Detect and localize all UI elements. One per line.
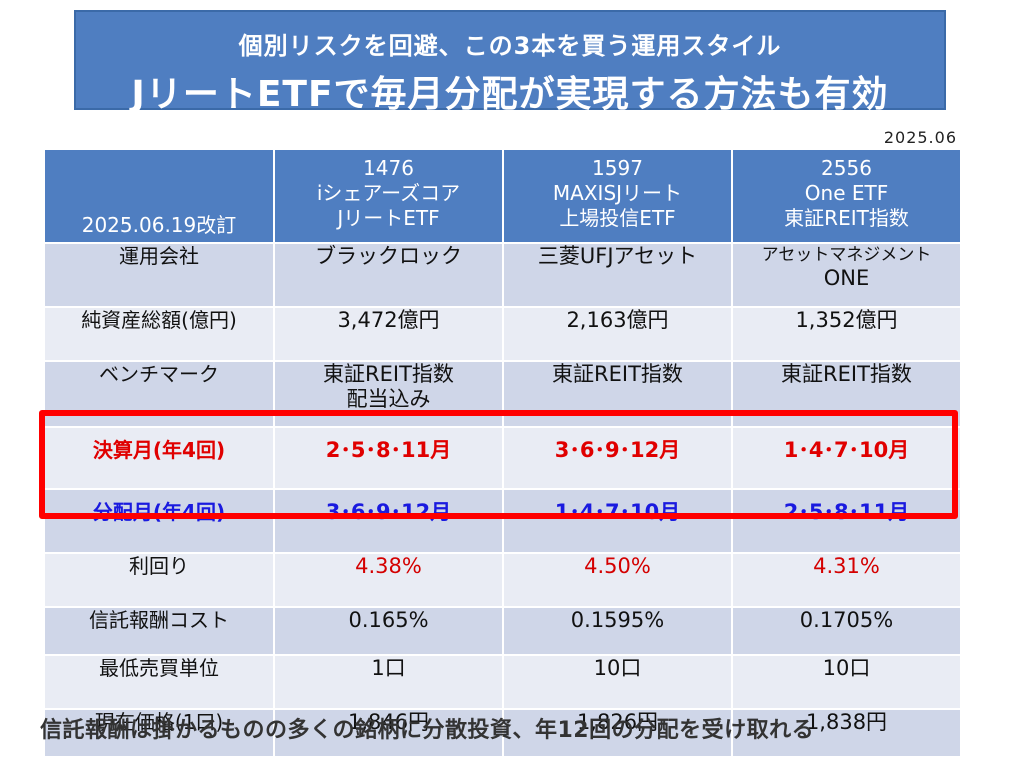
table-row-yield: 利回り 4.38% 4.50% 4.31% <box>43 552 962 607</box>
table-cell: 0.1705% <box>731 606 962 655</box>
row-label: 信託報酬コスト <box>43 606 275 655</box>
row-label: 運用会社 <box>43 242 275 307</box>
row-label: 現在価格(1口) <box>43 708 275 756</box>
row-label: 分配月(年4回) <box>43 488 275 553</box>
table-cell: 1･4･7･10月 <box>502 488 733 553</box>
table-cell: 3･6･9･12月 <box>273 488 504 553</box>
table-cell: アセットマネジメント ONE <box>731 242 962 307</box>
fund-name-line2: 東証REIT指数 <box>784 206 909 230</box>
fund-name-line2: JリートETF <box>337 206 440 230</box>
table-row-distribution-month: 分配月(年4回) 3･6･9･12月 1･4･7･10月 2･5･8･11月 <box>43 488 962 553</box>
table-cell: 0.1595% <box>502 606 733 655</box>
table-cell: 3･6･9･12月 <box>502 426 733 489</box>
cell-line2: ONE <box>823 266 870 290</box>
fund-code: 1597 <box>592 156 643 180</box>
table-cell: 3,472億円 <box>273 306 504 361</box>
table-cell: 東証REIT指数 <box>731 360 962 427</box>
table-cell: 4.31% <box>731 552 962 607</box>
table-row-fee: 信託報酬コスト 0.165% 0.1595% 0.1705% <box>43 606 962 655</box>
cell-line2: 配当込み <box>346 387 431 411</box>
cell-line1: アセットマネジメント <box>761 245 932 265</box>
table-cell: 1,826円 <box>502 708 733 756</box>
date-note: 2025.06 <box>883 128 957 147</box>
table-cell: 4.38% <box>273 552 504 607</box>
fund-name-line2: 上場投信ETF <box>559 206 676 230</box>
fund-code: 1476 <box>363 156 414 180</box>
table-cell: 0.165% <box>273 606 504 655</box>
fund-header-1476: 1476 iシェアーズコア JリートETF <box>273 148 504 243</box>
title-main: JリートETFで毎月分配が実現する方法も有効 <box>131 74 889 115</box>
table-cell: 東証REIT指数 <box>502 360 733 427</box>
table-row-net-assets: 純資産総額(億円) 3,472億円 2,163億円 1,352億円 <box>43 306 962 361</box>
table-row-price: 現在価格(1口) 1,846円 1,826円 1,838円 <box>43 708 962 756</box>
fund-header-1597: 1597 MAXISJリート 上場投信ETF <box>502 148 733 243</box>
table-cell: 4.50% <box>502 552 733 607</box>
table-cell: 1,846円 <box>273 708 504 756</box>
table-cell: 1口 <box>273 654 504 709</box>
table-row-manager: 運用会社 ブラックロック 三菱UFJアセット アセットマネジメント ONE <box>43 242 962 307</box>
table-header-row: 2025.06.19改訂 1476 iシェアーズコア JリートETF 1597 … <box>43 148 962 243</box>
row-label: 純資産総額(億円) <box>43 306 275 361</box>
fund-header-2556: 2556 One ETF 東証REIT指数 <box>731 148 962 243</box>
fund-name-line1: MAXISJリート <box>552 181 683 205</box>
table-cell: 2･5･8･11月 <box>731 488 962 553</box>
table-row-benchmark: ベンチマーク 東証REIT指数 配当込み 東証REIT指数 東証REIT指数 <box>43 360 962 427</box>
table-row-min-unit: 最低売買単位 1口 10口 10口 <box>43 654 962 709</box>
row-label: ベンチマーク <box>43 360 275 427</box>
table-cell: 1,352億円 <box>731 306 962 361</box>
table-cell: 三菱UFJアセット <box>502 242 733 307</box>
table-cell: 10口 <box>731 654 962 709</box>
row-label: 最低売買単位 <box>43 654 275 709</box>
revision-date-cell: 2025.06.19改訂 <box>43 148 275 243</box>
fund-name-line1: One ETF <box>804 181 889 205</box>
footer-caption: 信託報酬は掛かるものの多くの銘柄に分散投資、年12回の分配を受け取れる <box>40 718 815 743</box>
title-subtitle: 個別リスクを回避、この3本を買う運用スタイル <box>238 32 782 60</box>
table-cell: 2･5･8･11月 <box>273 426 504 489</box>
title-banner: 個別リスクを回避、この3本を買う運用スタイル JリートETFで毎月分配が実現する… <box>74 10 946 115</box>
etf-comparison-table: 2025.06.19改訂 1476 iシェアーズコア JリートETF 1597 … <box>43 148 962 756</box>
table-cell: 10口 <box>502 654 733 709</box>
table-cell: 1,838円 <box>731 708 962 756</box>
fund-code: 2556 <box>821 156 872 180</box>
cell-line1: 東証REIT指数 <box>323 362 454 386</box>
row-label: 決算月(年4回) <box>43 426 275 489</box>
table-cell: 東証REIT指数 配当込み <box>273 360 504 427</box>
table-cell: ブラックロック <box>273 242 504 307</box>
fund-name-line1: iシェアーズコア <box>316 181 461 205</box>
row-label: 利回り <box>43 552 275 607</box>
table-row-settlement-month: 決算月(年4回) 2･5･8･11月 3･6･9･12月 1･4･7･10月 <box>43 426 962 489</box>
table-cell: 1･4･7･10月 <box>731 426 962 489</box>
table-cell: 2,163億円 <box>502 306 733 361</box>
